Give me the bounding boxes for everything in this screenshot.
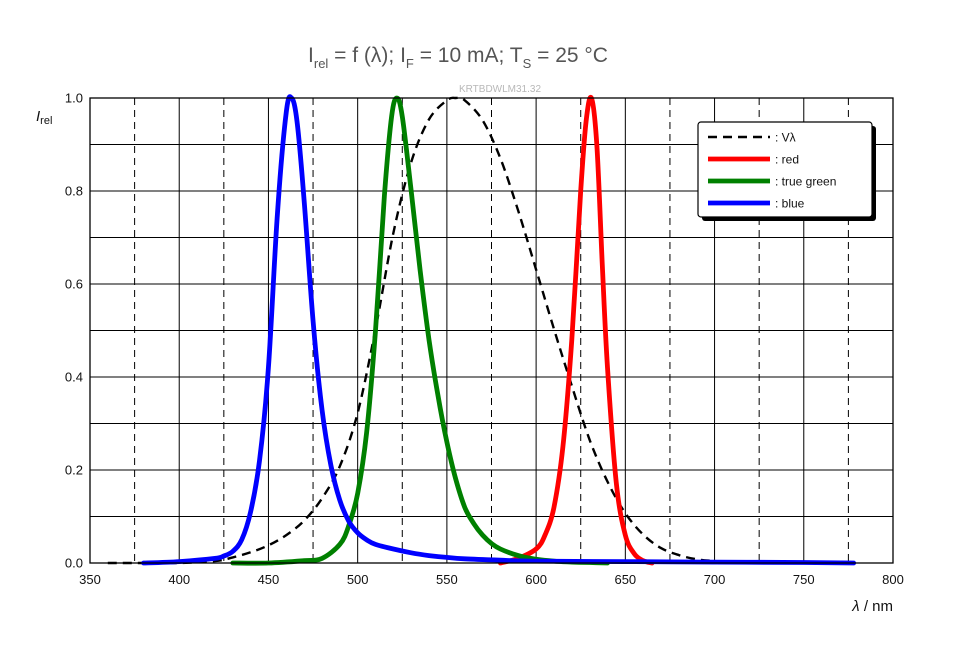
title-part-3: F	[406, 56, 414, 71]
title-part-6: = 25 °C	[531, 44, 608, 67]
title-part-1: rel	[314, 56, 329, 71]
x-axis-label-rest: / nm	[860, 598, 893, 615]
y-tick-label: 0.6	[65, 277, 83, 292]
chart-watermark: KRTBDWLM31.32	[459, 84, 542, 95]
x-tick-label: 550	[436, 572, 458, 587]
series-layer	[107, 94, 857, 566]
plot-frame	[89, 97, 894, 564]
x-tick-label: 450	[258, 572, 280, 587]
x-tick-label: 400	[168, 572, 190, 587]
title-part-4: = 10 mA; T	[414, 44, 523, 67]
legend-items: : Vλ : red : true green : blue	[708, 131, 836, 211]
chart-title: Irel = f (λ); IF = 10 mA; TS = 25 °C	[308, 44, 608, 71]
title-part-0: I	[308, 44, 314, 67]
title-part-2: = f (λ); I	[328, 44, 406, 67]
y-axis-label: Irel	[36, 108, 52, 127]
series-line-blue	[141, 94, 857, 566]
x-tick-labels: 350 400 450 500 550 600 650 700 750 800	[79, 572, 904, 587]
title-part-5: S	[523, 56, 532, 71]
series-line-v	[107, 96, 733, 565]
x-tick-label: 500	[347, 572, 369, 587]
y-tick-label: 0.0	[65, 556, 83, 571]
x-tick-label: 700	[704, 572, 726, 587]
x-axis-label-main: λ	[851, 598, 859, 615]
series-line-red	[498, 94, 655, 566]
legend-label: : blue	[775, 197, 805, 211]
x-tick-label: 600	[525, 572, 547, 587]
y-axis-label-main: I	[36, 108, 40, 125]
x-tick-label: 800	[882, 572, 904, 587]
x-tick-label: 350	[79, 572, 101, 587]
legend-label: : Vλ	[775, 131, 796, 145]
legend-label: : true green	[775, 175, 836, 189]
legend-label: : red	[775, 153, 799, 167]
y-tick-labels: 0.0 0.2 0.4 0.6 0.8 1.0	[65, 91, 83, 571]
y-tick-label: 0.8	[65, 184, 83, 199]
y-tick-label: 0.4	[65, 370, 83, 385]
x-tick-label: 750	[793, 572, 815, 587]
y-axis-label-sub: rel	[40, 115, 52, 127]
x-axis-label: λ / nm	[851, 598, 893, 615]
x-tick-label: 650	[614, 572, 636, 587]
y-tick-label: 1.0	[65, 91, 83, 106]
y-tick-label: 0.2	[65, 463, 83, 478]
legend: : Vλ : red : true green : blue	[697, 121, 876, 221]
series-line-true-green	[230, 95, 610, 566]
legend-box	[697, 121, 873, 218]
